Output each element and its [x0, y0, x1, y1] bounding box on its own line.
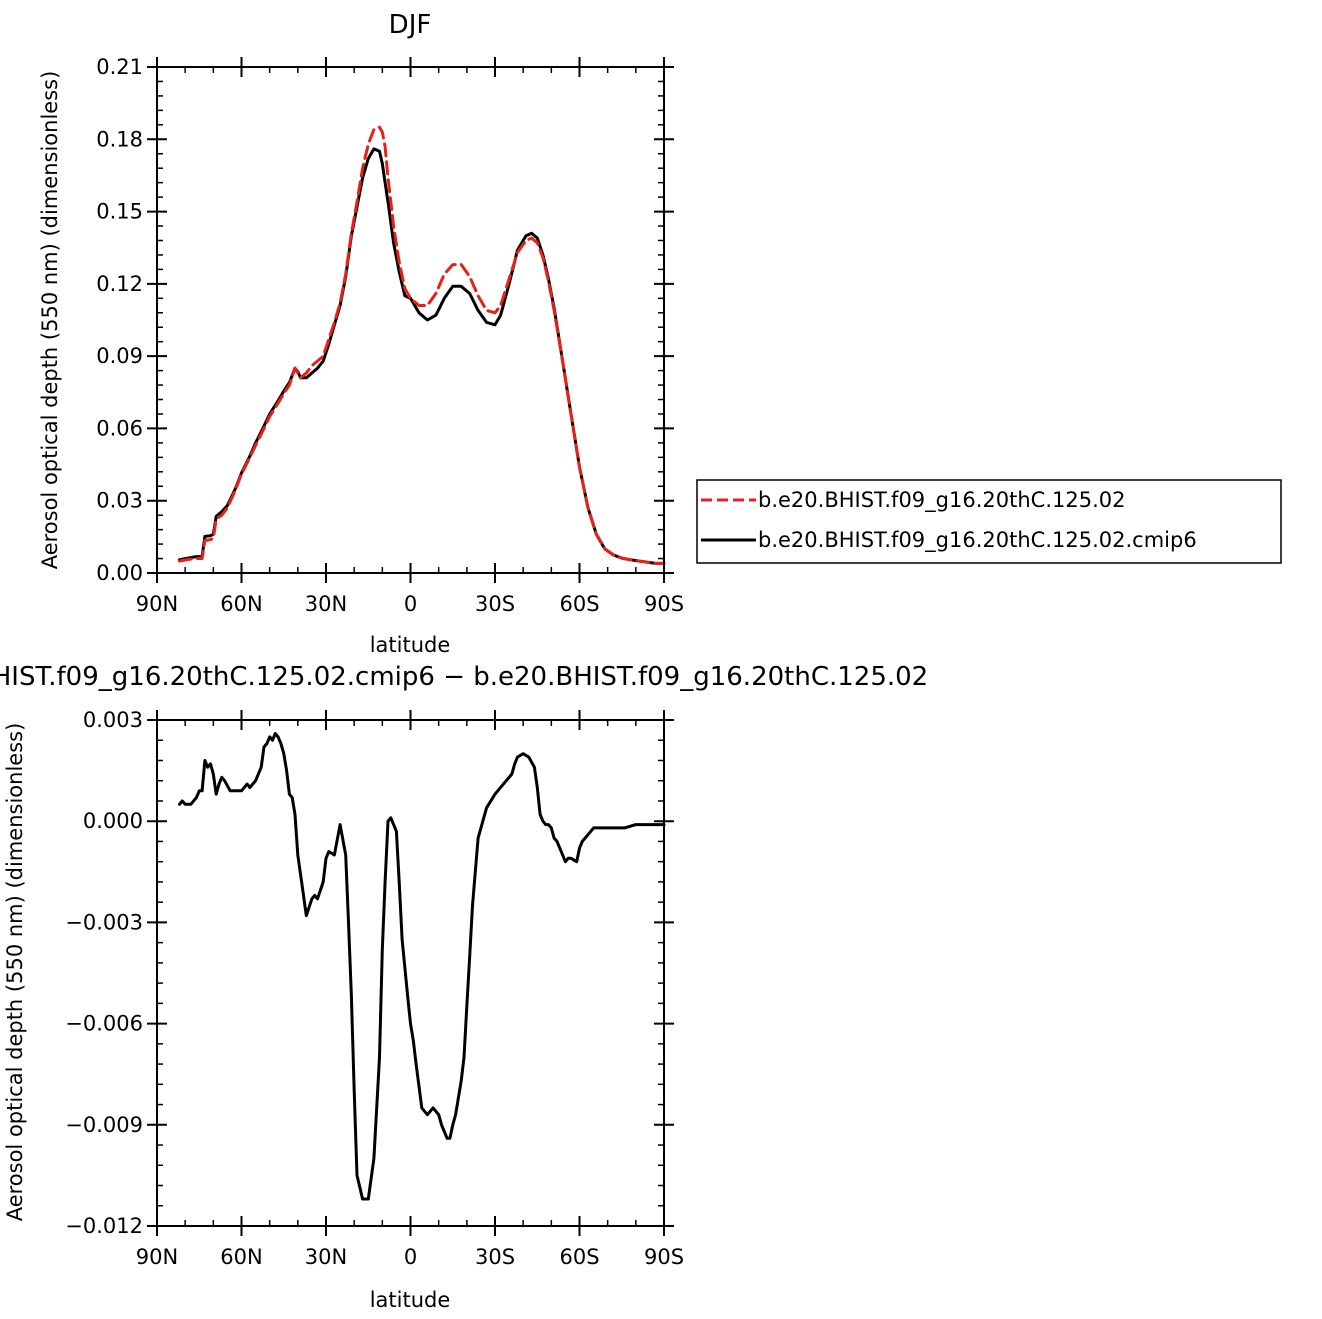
top-chart-panel: DJF 0.00 0.03 0.06 0.09 0.12 0.15 0.18 0.21 90N…	[38, 10, 684, 657]
x-tick-label: 30N	[305, 1245, 347, 1269]
y-tick-label: 0.000	[83, 809, 143, 833]
bottom-chart-title: b.e20.BHIST.f09_g16.20thC.125.02.cmip6 −…	[0, 662, 928, 692]
x-tick-label: 60S	[559, 592, 599, 616]
bottom-chart-y-tick-labels: −0.012 −0.009 −0.006 −0.003 0.000 0.003	[65, 708, 143, 1238]
x-tick-label: 90N	[136, 1245, 178, 1269]
x-tick-label: 30S	[475, 1245, 515, 1269]
y-tick-label: 0.15	[96, 200, 143, 224]
y-tick-label: −0.009	[65, 1113, 143, 1137]
top-chart-title: DJF	[389, 10, 432, 40]
y-tick-label: 0.18	[96, 127, 143, 151]
legend-label-series-2: b.e20.BHIST.f09_g16.20thC.125.02.cmip6	[758, 528, 1197, 553]
y-tick-label: 0.00	[96, 561, 143, 585]
legend-label-series-1: b.e20.BHIST.f09_g16.20thC.125.02	[758, 488, 1125, 513]
y-tick-label: 0.09	[96, 344, 143, 368]
x-tick-label: 0	[404, 592, 417, 616]
y-tick-label: 0.06	[96, 416, 143, 440]
bottom-chart-series	[178, 732, 666, 1201]
top-chart-x-axis-label: latitude	[370, 633, 451, 657]
top-chart-series-line-2	[178, 147, 666, 565]
y-tick-label: 0.03	[96, 489, 143, 513]
legend-box	[696, 479, 1282, 564]
top-chart-series-line-1	[178, 125, 666, 565]
y-tick-label: 0.003	[83, 708, 143, 732]
x-tick-label: 30N	[305, 592, 347, 616]
y-tick-label: −0.003	[65, 910, 143, 934]
chart-legend: b.e20.BHIST.f09_g16.20thC.125.02 b.e20.B…	[696, 479, 1282, 564]
x-tick-label: 90N	[136, 592, 178, 616]
bottom-chart-y-axis-label: Aerosol optical depth (550 nm) (dimensio…	[3, 723, 27, 1222]
x-tick-label: 0	[404, 1245, 417, 1269]
x-tick-label: 90S	[644, 592, 684, 616]
top-chart-y-axis-label: Aerosol optical depth (550 nm) (dimensio…	[38, 71, 62, 570]
y-tick-label: 0.12	[96, 272, 143, 296]
top-chart-y-tick-labels: 0.00 0.03 0.06 0.09 0.12 0.15 0.18 0.21	[96, 55, 143, 585]
bottom-chart-x-axis-label: latitude	[370, 1288, 451, 1312]
x-tick-label: 60N	[220, 1245, 262, 1269]
top-chart-frame	[156, 66, 665, 574]
bottom-chart-panel: b.e20.BHIST.f09_g16.20thC.125.02.cmip6 −…	[0, 662, 928, 1312]
x-tick-label: 30S	[475, 592, 515, 616]
y-tick-label: 0.21	[96, 55, 143, 79]
y-tick-label: −0.006	[65, 1012, 143, 1036]
bottom-chart-x-tick-labels: 90N 60N 30N 0 30S 60S 90S	[136, 1245, 684, 1269]
bottom-chart-ticks	[147, 710, 674, 1236]
top-chart-x-tick-labels: 90N 60N 30N 0 30S 60S 90S	[136, 592, 684, 616]
top-chart-series	[178, 125, 666, 565]
x-tick-label: 60S	[559, 1245, 599, 1269]
bottom-chart-series-line-1	[178, 732, 666, 1201]
top-chart-ticks	[147, 57, 674, 583]
x-tick-label: 60N	[220, 592, 262, 616]
y-tick-label: −0.012	[65, 1214, 143, 1238]
x-tick-label: 90S	[644, 1245, 684, 1269]
bottom-chart-frame	[156, 719, 665, 1227]
